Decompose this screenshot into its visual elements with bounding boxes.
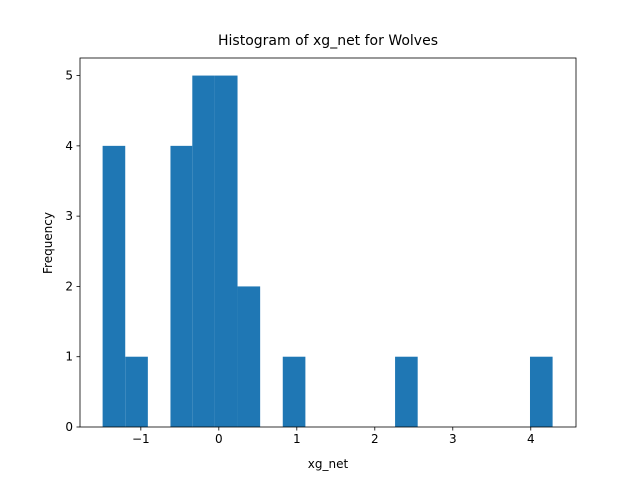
x-tick-label: 1	[293, 432, 301, 446]
bar	[170, 145, 193, 427]
y-axis-label: Frequency	[41, 212, 55, 274]
bar	[102, 145, 126, 427]
bar	[395, 356, 418, 427]
bar	[282, 356, 306, 427]
bar	[192, 75, 215, 428]
bar	[237, 286, 261, 427]
y-tick-label: 2	[65, 279, 73, 293]
bar	[214, 75, 238, 428]
x-axis-label: xg_net	[308, 457, 349, 471]
y-tick-label: 4	[65, 139, 73, 153]
x-tick-label: 2	[371, 432, 379, 446]
y-tick-label: 0	[65, 420, 73, 434]
plot-frame	[79, 57, 577, 428]
x-tick-label: 4	[527, 432, 535, 446]
y-tick-label: 3	[65, 209, 73, 223]
bar	[529, 356, 553, 427]
bar	[125, 356, 148, 427]
y-tick-label: 5	[65, 69, 73, 83]
y-tick-label: 1	[65, 350, 73, 364]
x-tick-label: 3	[449, 432, 457, 446]
x-tick-label: −1	[132, 432, 150, 446]
chart-title: Histogram of xg_net for Wolves	[218, 33, 438, 49]
x-tick-label: 0	[215, 432, 223, 446]
